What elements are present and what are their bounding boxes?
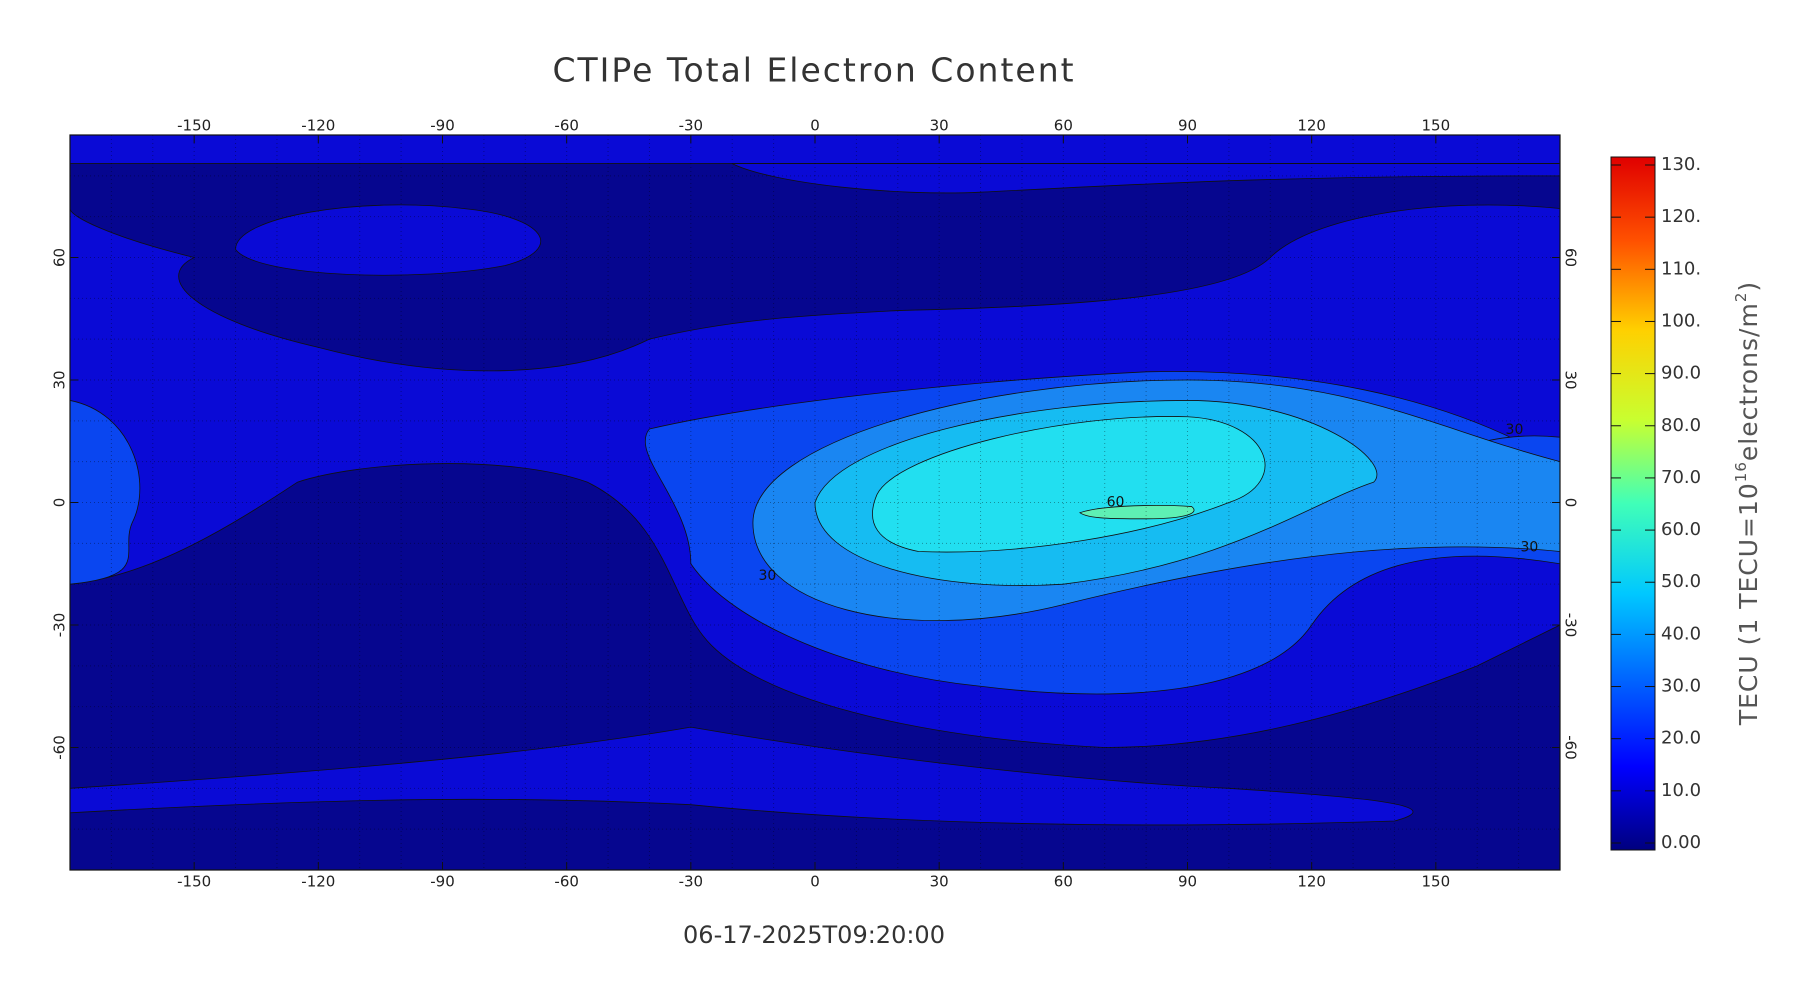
colorbar-tick-label: 0.00 <box>1661 832 1701 853</box>
x-tick-label: 120 <box>1297 117 1326 135</box>
x-tick-label: 0 <box>810 873 820 891</box>
title: CTIPe Total Electron Content <box>552 51 1075 90</box>
y-tick-label: 30 <box>1562 370 1580 389</box>
timestamp: 06-17-2025T09:20:00 <box>683 921 945 949</box>
x-tick-label: 60 <box>1054 873 1073 891</box>
colorbar-tick-label: 40.0 <box>1661 623 1701 644</box>
x-tick-label: -150 <box>177 117 211 135</box>
y-tick-label: -60 <box>51 735 69 760</box>
colorbar-tick-label: 100. <box>1661 310 1701 331</box>
contour-10-20 <box>236 205 541 275</box>
x-tick-label: 150 <box>1422 117 1451 135</box>
label-superscript: 16 <box>1732 461 1750 482</box>
x-tick-label: 60 <box>1054 117 1073 135</box>
graticule <box>70 135 1560 870</box>
y-tick-label: -30 <box>51 613 69 638</box>
label-part: TECU (1 TECU=10 <box>1734 482 1763 726</box>
y-tick-label: 0 <box>51 498 69 508</box>
y-tick-label: 60 <box>1562 248 1580 267</box>
contour-label: 30 <box>758 568 776 584</box>
x-tick-label: 30 <box>930 117 949 135</box>
x-tick-label: -60 <box>554 873 579 891</box>
colorbar-tick-label: 30.0 <box>1661 676 1701 697</box>
contour-label: 30 <box>1520 539 1538 555</box>
y-tick-label: 30 <box>51 370 69 389</box>
y-tick-label: 0 <box>1562 498 1580 508</box>
x-tick-label: -150 <box>177 873 211 891</box>
y-tick-label: 60 <box>51 248 69 267</box>
label-superscript: 2 <box>1732 292 1750 303</box>
colorbar-tick-label: 80.0 <box>1661 415 1701 436</box>
contour-label: 60 <box>1107 495 1125 511</box>
colorbar-tick-label: 120. <box>1661 206 1701 227</box>
y-tick-label: -30 <box>1562 613 1580 638</box>
x-tick-label: 0 <box>810 117 820 135</box>
colorbar-tick-label: 60.0 <box>1661 519 1701 540</box>
x-tick-label: -90 <box>430 873 455 891</box>
contour-60-70 <box>1080 505 1194 518</box>
colorbar-label: TECU (1 TECU=1016electrons/m2) <box>1732 281 1764 726</box>
x-tick-label: 90 <box>1178 117 1197 135</box>
map-area <box>70 135 1560 870</box>
colorbar-tick-label: 110. <box>1661 258 1701 279</box>
colorbar-tick-label: 50.0 <box>1661 571 1701 592</box>
x-tick-label: -120 <box>301 873 335 891</box>
colorbar-tick-label: 130. <box>1661 154 1701 175</box>
contour-10-20 <box>70 727 1413 825</box>
colorbar <box>1610 156 1656 851</box>
x-tick-label: -30 <box>679 117 704 135</box>
colorbar-tick-label: 90.0 <box>1661 363 1701 384</box>
y-tick-label: -60 <box>1562 735 1580 760</box>
colorbar-tick-label: 20.0 <box>1661 728 1701 749</box>
contour-10-20 <box>732 164 1560 193</box>
x-tick-label: -30 <box>679 873 704 891</box>
label-part: electrons/m <box>1734 302 1763 461</box>
x-tick-label: -120 <box>301 117 335 135</box>
contour-20-30 <box>70 400 140 584</box>
colorbar-tick-label: 10.0 <box>1661 780 1701 801</box>
x-tick-label: -90 <box>430 117 455 135</box>
contour-fields <box>70 164 1560 870</box>
x-tick-label: 90 <box>1178 873 1197 891</box>
x-tick-label: -60 <box>554 117 579 135</box>
x-tick-label: 30 <box>930 873 949 891</box>
x-tick-label: 150 <box>1422 873 1451 891</box>
contour-label: 30 <box>1506 422 1524 438</box>
colorbar-tick-label: 70.0 <box>1661 467 1701 488</box>
label-part: ) <box>1734 281 1763 292</box>
x-tick-label: 120 <box>1297 873 1326 891</box>
